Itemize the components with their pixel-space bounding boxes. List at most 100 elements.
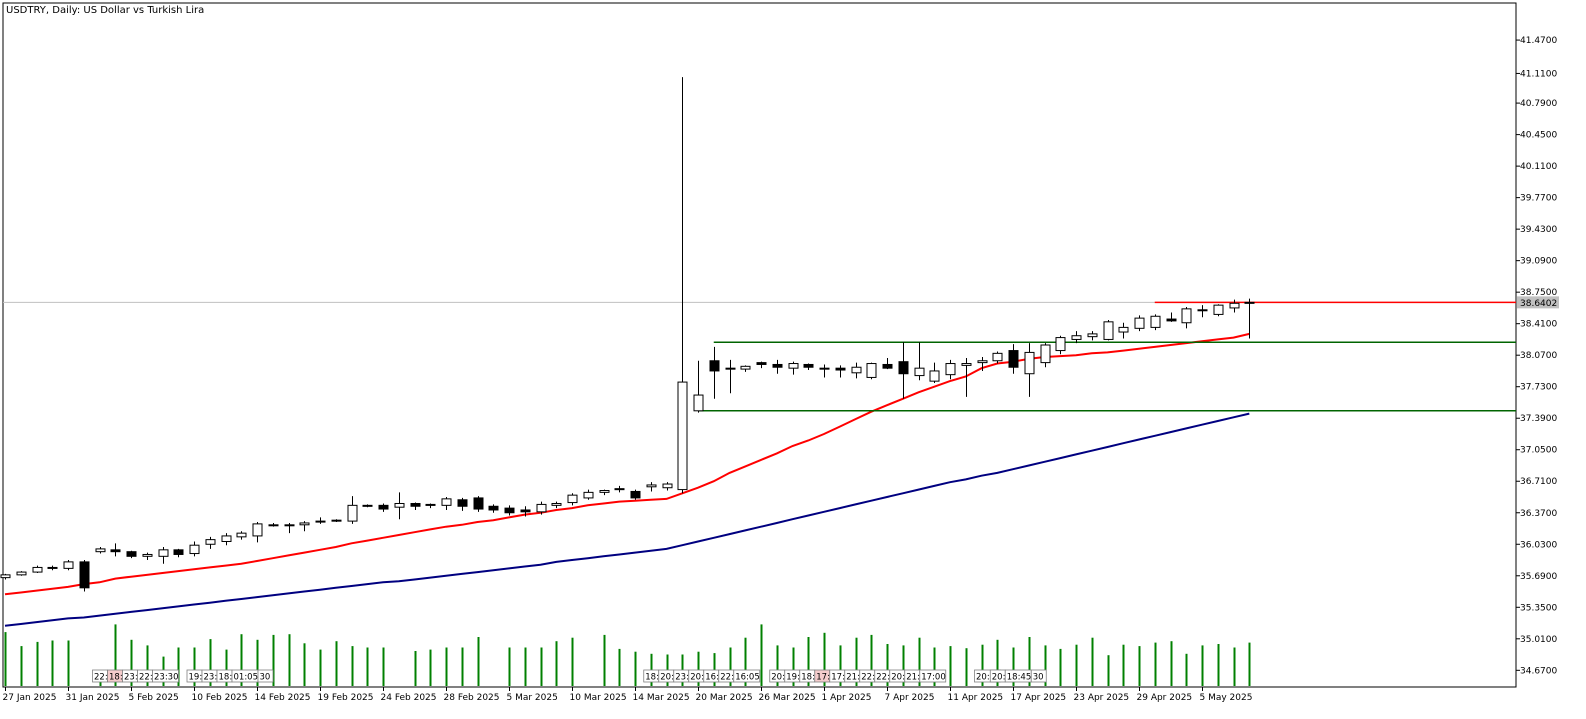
time-tag-label: 18: [801, 673, 815, 683]
x-tick-label: 23 Apr 2025 [1074, 693, 1130, 703]
time-tag-label: 20: [992, 673, 1006, 683]
candle-body [1134, 317, 1145, 329]
candle-body [1024, 351, 1035, 375]
time-tag-label: 17: [831, 673, 845, 683]
candle-body [268, 524, 279, 527]
candle-body [851, 366, 862, 374]
current-price-badge [1517, 296, 1559, 309]
candle [1166, 312, 1177, 322]
y-tick-label: 40.1100 [1520, 162, 1557, 172]
candle-body [394, 502, 405, 508]
candle [1213, 304, 1224, 317]
y-tick-label: 38.7500 [1520, 288, 1557, 298]
candle-body [1087, 333, 1098, 338]
candle-body [1071, 335, 1082, 340]
candle-body [236, 532, 247, 538]
candle [299, 521, 310, 532]
y-tick-label: 35.3500 [1520, 603, 1557, 613]
candle-body [63, 561, 74, 569]
candle [1055, 335, 1066, 355]
x-tick-label: 26 Mar 2025 [759, 693, 816, 703]
candle [173, 548, 184, 558]
candle [914, 342, 925, 381]
candle [79, 560, 90, 592]
candle-body [929, 370, 940, 382]
candle-body [614, 488, 625, 491]
candle [961, 357, 972, 397]
candle [63, 560, 74, 571]
candle [630, 489, 641, 500]
candle [1181, 307, 1192, 329]
price-axis: 41.4700 41.1100 40.7900 40.4500 40.1100 39.77… [1516, 36, 1557, 676]
candle [567, 493, 578, 506]
candle-body [95, 548, 106, 553]
candle [756, 361, 767, 369]
y-tick-label: 39.7700 [1520, 194, 1557, 204]
time-tag-label: 23:30 [154, 673, 179, 683]
candle-body [1197, 309, 1208, 312]
x-tick-label: 5 May 2025 [1200, 693, 1253, 703]
candle-body [504, 507, 515, 514]
x-tick-label: 10 Feb 2025 [192, 693, 248, 703]
candle [425, 503, 436, 509]
candle [189, 541, 200, 557]
candle-body [189, 544, 200, 555]
time-tag-label: 22: [139, 673, 153, 683]
candle-body [32, 566, 43, 573]
candle-body [47, 566, 58, 569]
candle [977, 357, 988, 371]
time-tag-label: 18: [219, 673, 233, 683]
time-tag-label: 23: [124, 673, 138, 683]
candle [32, 565, 43, 573]
candle [583, 489, 594, 500]
candle [835, 365, 846, 378]
candle [504, 505, 515, 516]
candle-body [866, 363, 877, 378]
time-tag-chip [152, 669, 179, 683]
candle [378, 503, 389, 512]
candle-body [142, 553, 153, 557]
time-tag-label: 18: [645, 673, 659, 683]
candle-body [662, 483, 673, 489]
candle-body [583, 491, 594, 499]
x-tick-label: 10 Mar 2025 [570, 693, 627, 703]
candle-body [788, 363, 799, 369]
candle [473, 496, 484, 512]
candle-body [252, 523, 263, 537]
candle [725, 359, 736, 394]
candle [394, 492, 405, 520]
candle-body [1103, 321, 1114, 340]
candle [1134, 315, 1145, 332]
time-tag-label: 16:05 [735, 673, 760, 683]
candle [945, 359, 956, 380]
candle [1229, 299, 1240, 313]
y-tick-label: 38.4100 [1520, 320, 1557, 330]
candle-body [378, 504, 389, 510]
candle [126, 550, 137, 559]
candle [662, 482, 673, 491]
candle [599, 489, 610, 496]
x-tick-label: 5 Mar 2025 [507, 693, 558, 703]
time-tag-label: 23: [675, 673, 689, 683]
time-tag-chip [733, 669, 761, 683]
x-tick-label: 11 Apr 2025 [948, 693, 1004, 703]
candle-body [725, 367, 736, 370]
time-tag-label: 30 [1033, 673, 1044, 683]
chart-title: USDTRY, Daily: US Dollar vs Turkish Lira [6, 5, 204, 16]
x-tick-label: 1 Apr 2025 [822, 693, 872, 703]
candle [110, 543, 121, 557]
time-tag-chip [919, 669, 947, 683]
candle [740, 365, 751, 372]
time-tag-label: 21: [846, 673, 860, 683]
time-tag-label: 23: [204, 673, 218, 683]
candle [1197, 305, 1208, 318]
time-tag-label: 19: [189, 673, 203, 683]
session-time-tags: 22: 18: 23: 22: 23:30 19: 23: 18: 01:05 30 18: 20: 2… [92, 669, 1047, 683]
y-tick-label: 35.6900 [1520, 572, 1557, 582]
time-tag-label: 17:00 [921, 673, 946, 683]
candle-body [646, 484, 657, 488]
candle [1024, 343, 1035, 397]
time-tag-label: 22: [861, 673, 875, 683]
candle-body [331, 519, 342, 522]
